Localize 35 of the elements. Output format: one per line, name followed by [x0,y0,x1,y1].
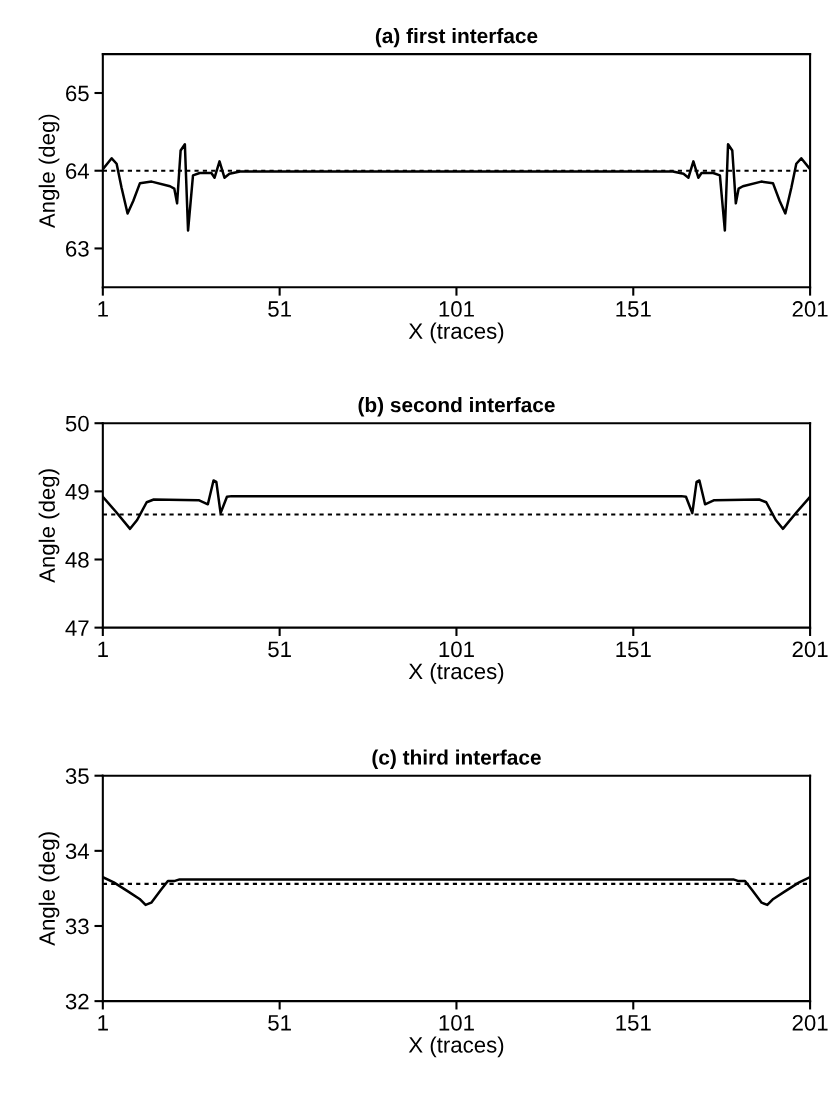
x-tick-label: 101 [439,1014,474,1031]
x-tick-label: 51 [268,301,291,317]
x-tick-label: 101 [439,301,474,317]
x-tick-label: 151 [616,301,651,317]
x-tick-label: 151 [616,641,651,658]
x-tick-label: 201 [792,1014,828,1031]
chart-title: (b) second interface [358,397,555,417]
x-tick-label: 201 [792,641,828,658]
y-tick-label: 34 [65,843,89,860]
chart-title: (c) third interface [372,749,541,769]
y-tick-label: 32 [65,993,89,1010]
x-tick-label: 151 [616,1015,651,1031]
y-tick-label: 47 [65,620,89,636]
x-axis-title: X (traces) [408,322,504,344]
x-tick-label: 1 [98,301,108,317]
y-tick-label: 63 [66,240,89,257]
y-tick-label: 65 [66,85,89,102]
y-axis-title: Angle (deg) [38,114,60,229]
y-tick-label: 50 [65,415,89,432]
x-tick-label: 1 [98,1015,108,1031]
y-tick-label: 64 [66,163,89,179]
x-tick-label: 51 [268,1015,291,1031]
y-tick-label: 49 [65,483,89,500]
x-tick-label: 101 [439,641,474,658]
x-tick-label: 51 [268,641,291,658]
chart-title: (a) first interface [375,27,538,48]
y-tick-label: 33 [65,918,89,935]
x-tick-label: 1 [98,641,108,657]
x-axis-title: X (traces) [408,1036,504,1058]
x-tick-label: 201 [792,301,828,317]
y-axis-title: Angle (deg) [38,469,60,583]
x-axis-title: X (traces) [408,662,504,684]
y-tick-label: 35 [65,768,89,784]
y-tick-label: 48 [65,552,89,568]
y-axis-title: Angle (deg) [38,832,60,946]
